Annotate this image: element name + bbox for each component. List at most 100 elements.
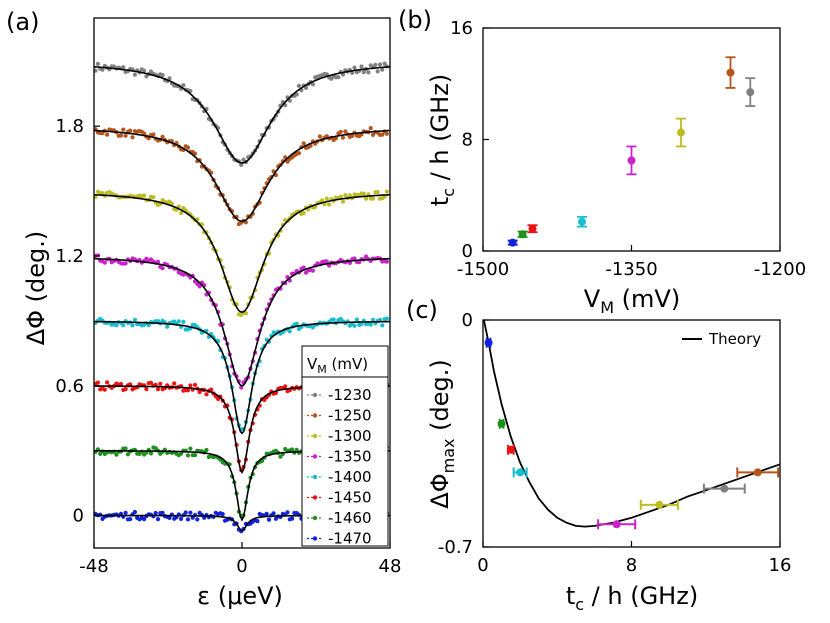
panel-b-points [507,56,756,247]
data-point [340,199,346,204]
data-point [100,67,105,72]
panel-b-xtick-label: -1500 [457,259,509,280]
legend-box [301,345,389,547]
data-point [294,321,299,326]
data-point [753,468,762,477]
legend-label: -1350 [328,448,372,466]
panel-b-ticks: -1500 -1350 -1200 0 8 16 [450,18,806,280]
data-point [155,387,161,392]
data-point [220,511,225,517]
panel-a-xtick-label: -48 [79,556,108,577]
data-point [368,126,373,131]
data-point [153,510,158,516]
data-point [165,324,170,329]
data-point [128,128,133,133]
data-point [338,129,343,134]
data-point [627,156,636,165]
data-point [118,133,124,138]
data-point [160,510,165,515]
data-point [373,62,378,67]
panel-b-frame [482,27,781,252]
panel-c-ylabel: ΔΦmax (deg.) [426,359,458,508]
data-point [123,510,128,515]
data-point [364,196,369,201]
data-point [746,88,755,97]
data-point [375,189,380,195]
data-point [320,198,325,203]
data-point [95,61,100,66]
data-point [327,202,332,207]
legend-title: VM (mV) [307,355,368,376]
data-point [296,151,302,156]
panel-a-ytick-label: 1.8 [55,116,84,137]
legend-label: -1400 [328,468,372,486]
data-point [95,253,100,258]
legend-label: -1460 [328,509,372,527]
data-point [95,380,100,385]
data-point [151,195,156,200]
data-point [354,317,359,322]
data-point [359,64,364,69]
panel-c-ytick-label: -0.7 [438,537,473,558]
data-point [296,83,302,88]
panel-a-xtick-label: 0 [236,556,247,577]
panel-c-frame [482,319,781,548]
data-point [327,263,332,268]
data-point [132,509,137,515]
data-point [167,76,172,81]
panel-a-ticks: -48 0 48 0 0.6 1.2 1.8 [55,116,401,577]
data-point [155,259,161,264]
data-point [497,419,506,428]
theory-curve [483,319,781,528]
panel-b-chart: -1500 -1350 -1200 0 8 16 VM (mV) tc / h (GHz) [426,18,806,317]
data-point [114,452,119,457]
legend-marker [312,433,318,439]
panel-c-xtick-label: 16 [769,555,792,576]
data-point [350,133,355,138]
legend-marker [312,515,318,521]
legend-marker [312,454,318,459]
data-point [271,511,276,516]
fit-curve [93,66,391,164]
data-point [361,70,366,75]
data-point [578,217,586,226]
data-point [142,193,147,198]
data-point [375,69,380,74]
data-point [167,515,172,521]
data-point [185,517,191,522]
data-point [331,317,336,322]
panel-c-points [484,337,780,530]
data-point [197,284,202,289]
data-point [377,317,383,322]
data-point [352,65,357,70]
data-point [294,447,299,452]
legend-marker [312,495,318,500]
data-point [132,72,137,77]
fit-curve [93,129,391,223]
data-point [370,132,376,137]
data-point [123,133,128,138]
data-point [506,445,515,454]
data-point [144,387,149,392]
data-point [148,451,154,456]
data-point [188,383,193,388]
data-point [105,132,110,137]
legend-label: -1470 [328,530,372,548]
data-point [102,387,107,392]
data-point [125,452,130,457]
panel-c-xtick-label: 0 [477,555,488,576]
data-point [285,159,290,164]
panel-b-ytick-label: 8 [462,130,473,151]
data-point [105,380,110,385]
panel-a-legend: VM (mV) -1230-1250-1300-1350-1400-1450-1… [301,345,389,548]
data-point [181,319,186,324]
data-point [192,151,198,156]
data-point [384,259,389,264]
data-point [380,67,385,72]
data-point [266,517,272,522]
data-point [655,500,664,509]
data-point [243,311,248,316]
data-point [324,196,329,201]
data-point [160,73,165,78]
data-point [343,129,348,134]
